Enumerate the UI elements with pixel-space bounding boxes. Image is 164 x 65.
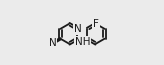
Text: NH: NH	[75, 37, 90, 47]
Text: N: N	[49, 38, 56, 48]
Text: F: F	[93, 19, 99, 29]
Text: N: N	[74, 24, 81, 34]
